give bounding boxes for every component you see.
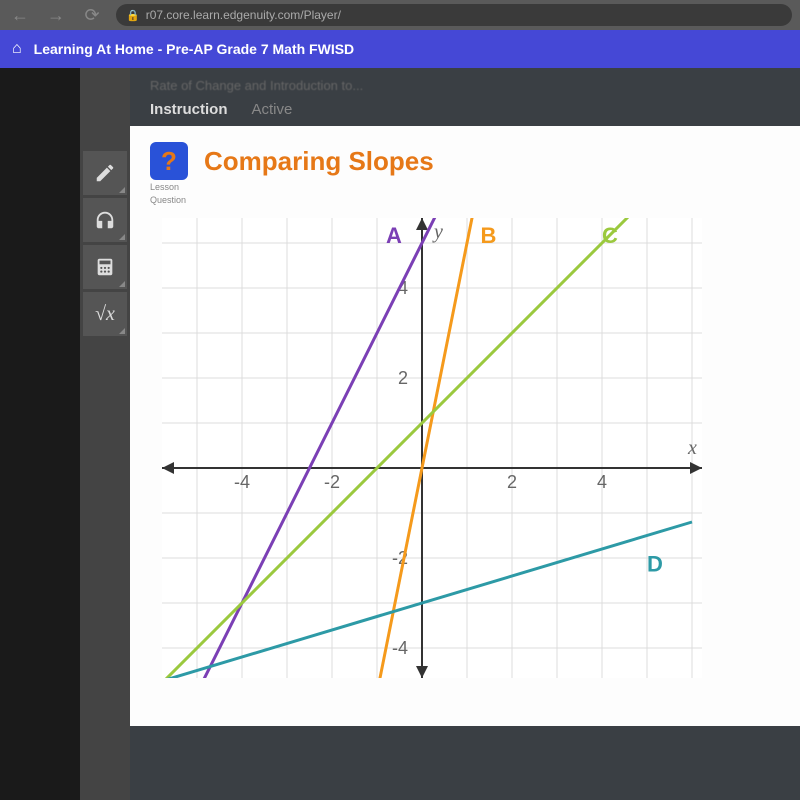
home-icon[interactable]: ⌂ [12,40,22,58]
browser-toolbar: ← → ⟳ 🔒 r07.core.learn.edgenuity.com/Pla… [0,0,800,30]
pencil-tool[interactable] [83,151,127,195]
svg-text:2: 2 [398,368,408,388]
left-gutter [0,68,80,800]
svg-text:-2: -2 [324,472,340,492]
sqrt-tool[interactable]: √x [83,292,127,336]
svg-text:2: 2 [507,472,517,492]
url-text: r07.core.learn.edgenuity.com/Player/ [146,8,341,22]
svg-text:D: D [647,551,663,576]
lesson-title: Comparing Slopes [204,146,434,177]
svg-text:4: 4 [597,472,607,492]
toolbar: √x [80,68,130,800]
svg-text:A: A [386,223,402,248]
question-icon: ? [150,142,188,180]
graph: -4-224-4-224xyABCD [162,218,702,678]
panel-breadcrumb: Rate of Change and Introduction to... [130,68,800,93]
back-button[interactable]: ← [8,5,32,26]
lock-icon: 🔒 [126,9,140,22]
main-panel: Rate of Change and Introduction to... In… [130,68,800,800]
graph-svg: -4-224-4-224xyABCD [162,218,702,678]
lesson-area: ? Lesson Question Comparing Slopes -4 -2 2… [130,126,800,726]
tab-active[interactable]: Active [252,101,293,118]
svg-text:-4: -4 [234,472,250,492]
calculator-tool[interactable] [83,245,127,289]
headphones-tool[interactable] [83,198,127,242]
forward-button[interactable]: → [44,5,68,26]
lesson-header: ? Lesson Question Comparing Slopes [142,138,788,218]
question-block[interactable]: ? Lesson Question [150,142,188,206]
question-label-2: Question [150,195,188,206]
reload-button[interactable]: ⟳ [80,5,104,26]
content-area: √x Rate of Change and Introduction to...… [0,68,800,800]
panel-tabs: Instruction Active [130,93,800,126]
svg-text:C: C [602,223,618,248]
svg-text:y: y [432,221,443,243]
svg-text:B: B [481,223,497,248]
question-label-1: Lesson [150,182,188,193]
svg-text:-4: -4 [392,638,408,658]
svg-text:x: x [687,437,697,459]
url-bar[interactable]: 🔒 r07.core.learn.edgenuity.com/Player/ [116,4,792,26]
tab-title: Learning At Home - Pre-AP Grade 7 Math F… [34,41,355,57]
tab-header: ⌂ Learning At Home - Pre-AP Grade 7 Math… [0,30,800,68]
tab-instruction[interactable]: Instruction [150,101,228,118]
